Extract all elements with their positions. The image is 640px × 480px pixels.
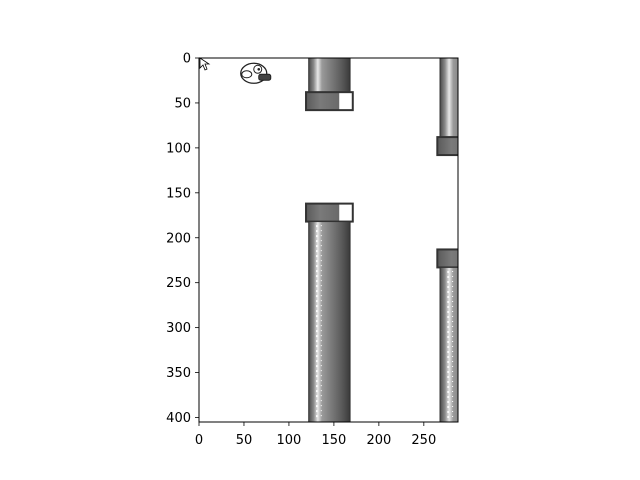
bottom-pipe-body <box>439 266 458 422</box>
y-tick-label: 300 <box>166 321 191 336</box>
x-tick-label: 250 <box>411 433 436 448</box>
plot-frame <box>198 57 459 423</box>
top-pipe-cap <box>305 91 354 112</box>
pipe-pair <box>436 58 458 422</box>
y-tick-label: 50 <box>174 96 191 111</box>
pipes-layer <box>305 58 458 422</box>
x-tick-label: 100 <box>277 433 302 448</box>
y-tick-label: 0 <box>183 52 191 67</box>
y-tick-label: 350 <box>166 366 191 381</box>
pipe-pair <box>305 58 354 422</box>
y-tick-label: 400 <box>166 411 191 426</box>
x-tick-label: 150 <box>321 433 346 448</box>
x-tick-label: 0 <box>195 433 203 448</box>
bird-sprite <box>240 62 272 84</box>
bird-pupil <box>257 67 261 71</box>
y-tick-label: 250 <box>166 276 191 291</box>
mouse-pointer-icon <box>199 57 211 71</box>
x-tick-label: 200 <box>366 433 391 448</box>
x-axis: 0 50 100 150 200 250 <box>195 422 436 448</box>
bottom-pipe-cap <box>436 248 458 269</box>
top-pipe-cap <box>436 136 458 157</box>
bottom-pipe-body <box>308 221 351 422</box>
bird-beak <box>258 73 272 81</box>
y-tick-label: 200 <box>166 231 191 246</box>
y-tick-label: 100 <box>166 141 191 156</box>
top-pipe-body <box>439 58 458 138</box>
bottom-pipe-cap <box>305 202 354 223</box>
top-pipe-body <box>308 58 351 93</box>
y-axis: 0 50 100 150 200 250 300 350 400 <box>166 52 199 426</box>
y-tick-label: 150 <box>166 186 191 201</box>
x-tick-label: 50 <box>236 433 253 448</box>
bird-wing <box>241 70 253 79</box>
game-viewport[interactable] <box>198 57 484 423</box>
